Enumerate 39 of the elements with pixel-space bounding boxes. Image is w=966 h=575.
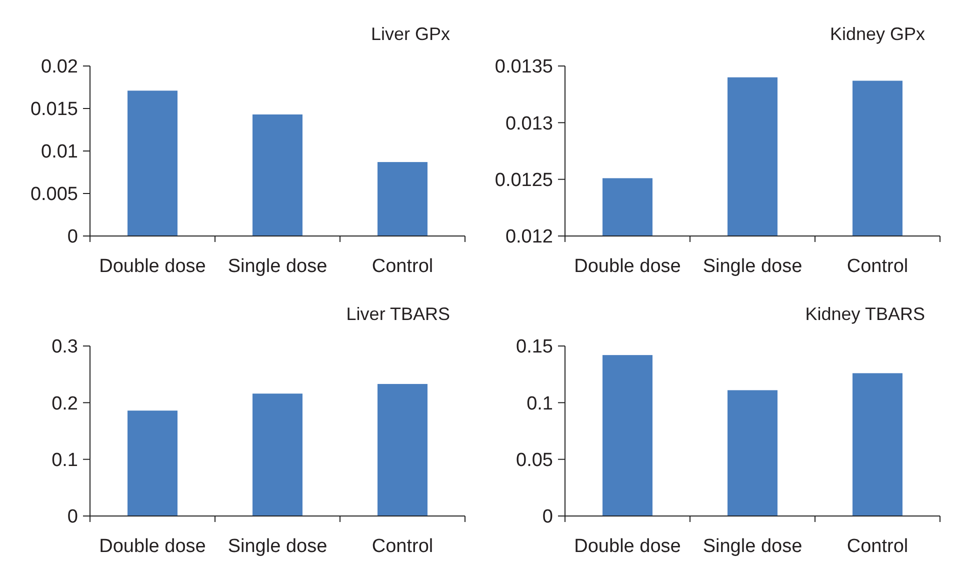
y-tick-label: 0.1: [526, 393, 553, 414]
bar: [378, 162, 428, 236]
x-tick-label: Control: [846, 536, 908, 557]
y-tick-label: 0.15: [516, 336, 553, 358]
x-tick-label: Double dose: [99, 536, 206, 557]
bar: [728, 390, 778, 516]
chart-title: Kidney TBARS: [805, 304, 925, 324]
y-tick-label: 0.013: [505, 113, 553, 134]
y-tick-label: 0.012: [505, 226, 553, 248]
x-tick-label: Double dose: [99, 256, 206, 277]
y-tick-label: 0.01: [41, 142, 78, 163]
x-tick-label: Single dose: [228, 256, 328, 277]
x-tick-label: Control: [846, 256, 908, 277]
y-tick-label: 0.0135: [494, 56, 553, 78]
y-tick-label: 0.02: [41, 56, 78, 78]
y-tick-label: 0.015: [30, 99, 78, 120]
bar: [602, 355, 652, 516]
y-tick-label: 0.005: [30, 184, 78, 206]
x-tick-label: Single dose: [228, 536, 328, 557]
y-tick-label: 0.2: [52, 393, 78, 414]
y-tick-label: 0: [67, 506, 78, 528]
y-tick-label: 0.1: [52, 450, 78, 471]
x-tick-label: Control: [372, 536, 434, 557]
x-tick-label: Single dose: [702, 256, 802, 277]
y-tick-label: 0: [542, 506, 553, 528]
bar: [852, 373, 902, 516]
x-tick-label: Control: [372, 256, 434, 277]
chart-title: Liver TBARS: [346, 304, 450, 324]
x-tick-label: Single dose: [702, 536, 802, 557]
bar: [252, 114, 302, 236]
y-tick-label: 0.05: [516, 450, 553, 471]
bar: [128, 90, 178, 236]
x-tick-label: Double dose: [574, 536, 681, 557]
y-tick-label: 0: [67, 226, 78, 248]
chart-title: Kidney GPx: [830, 24, 925, 44]
y-tick-label: 0.3: [52, 336, 78, 358]
x-tick-label: Double dose: [574, 256, 681, 277]
y-tick-label: 0.0125: [494, 170, 553, 191]
chart-title: Liver GPx: [370, 24, 450, 44]
